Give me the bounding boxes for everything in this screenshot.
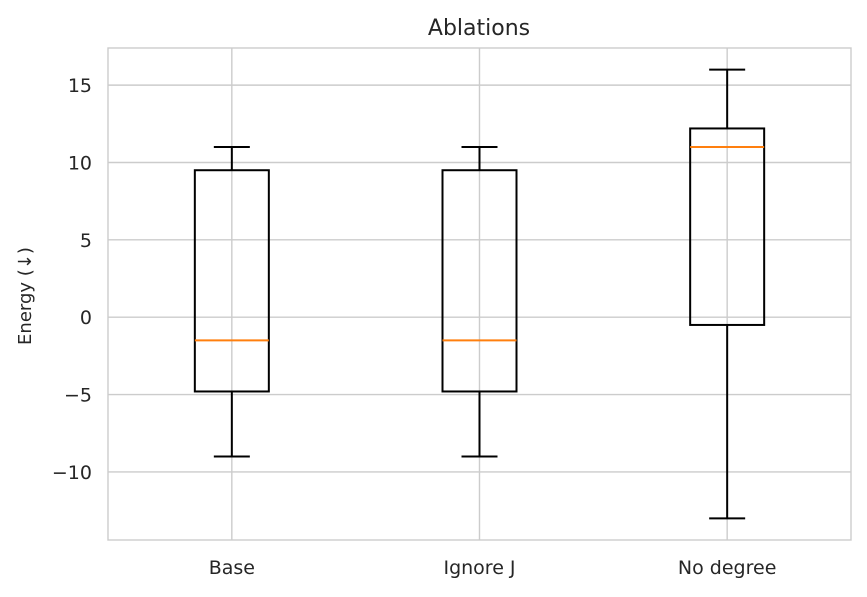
chart-title: Ablations	[428, 16, 530, 41]
box-body	[441, 169, 518, 393]
grid	[108, 48, 851, 540]
y-tick-label: 15	[68, 75, 92, 97]
y-tick-label: 5	[80, 230, 92, 252]
plot-area	[193, 68, 766, 520]
y-tick-label: −10	[52, 462, 92, 484]
box-body	[193, 169, 270, 393]
x-tick-label: Base	[209, 557, 255, 579]
x-tick-label: Ignore J	[443, 557, 515, 579]
x-tick-label: No degree	[678, 557, 776, 579]
y-axis-label: Energy (↓)	[15, 247, 36, 345]
box-base	[193, 146, 270, 458]
axes: −10 −5 0 5 10 15 Base Ignore J No degree	[52, 47, 852, 579]
y-tick-label: 0	[80, 307, 92, 329]
plot-frame	[107, 47, 852, 541]
y-tick-label: −5	[64, 385, 92, 407]
y-tick-label: 10	[68, 152, 92, 174]
box-no-degree	[689, 68, 766, 520]
box-ignore-j	[441, 146, 518, 458]
box-body	[689, 127, 766, 326]
